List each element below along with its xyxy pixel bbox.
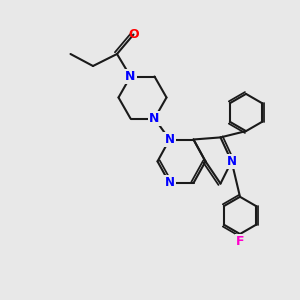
- Text: O: O: [128, 28, 139, 41]
- Text: N: N: [164, 176, 175, 190]
- Text: N: N: [226, 155, 237, 168]
- Text: N: N: [125, 70, 136, 83]
- Text: N: N: [149, 112, 160, 125]
- Text: F: F: [236, 235, 244, 248]
- Text: N: N: [164, 133, 175, 146]
